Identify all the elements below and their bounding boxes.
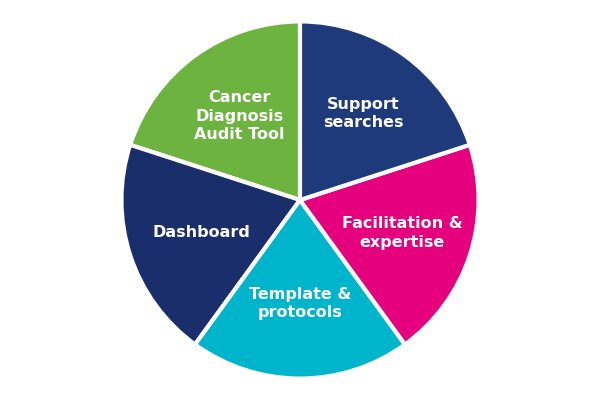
Text: Support
searches: Support searches [323,96,403,130]
Wedge shape [121,145,300,344]
Text: Template &
protocols: Template & protocols [249,287,351,320]
Text: Dashboard: Dashboard [152,224,250,240]
Wedge shape [130,22,300,200]
Wedge shape [300,145,479,344]
Wedge shape [195,200,405,378]
Wedge shape [300,22,470,200]
Text: Facilitation &
expertise: Facilitation & expertise [341,216,462,250]
Text: Cancer
Diagnosis
Audit Tool: Cancer Diagnosis Audit Tool [194,90,284,142]
